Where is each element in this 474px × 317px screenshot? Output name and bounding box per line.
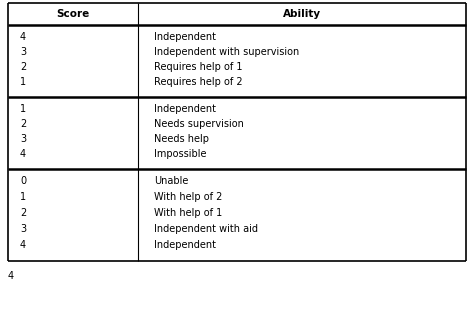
Text: Needs help: Needs help	[154, 134, 209, 144]
Text: Ability: Ability	[283, 9, 321, 19]
Text: 3: 3	[20, 134, 26, 144]
Text: Independent with aid: Independent with aid	[154, 224, 258, 234]
Text: 2: 2	[20, 208, 26, 218]
Text: 4: 4	[20, 240, 26, 250]
Text: Independent: Independent	[154, 104, 216, 114]
Text: With help of 2: With help of 2	[154, 192, 222, 202]
Text: Independent: Independent	[154, 240, 216, 250]
Text: Unable: Unable	[154, 176, 188, 186]
Text: 4: 4	[20, 149, 26, 159]
Text: 4: 4	[20, 32, 26, 42]
Text: Independent: Independent	[154, 32, 216, 42]
Text: 1: 1	[20, 192, 26, 202]
Text: 4: 4	[8, 271, 14, 281]
Text: Score: Score	[56, 9, 90, 19]
Text: 2: 2	[20, 62, 26, 72]
Text: 2: 2	[20, 119, 26, 129]
Text: 1: 1	[20, 104, 26, 114]
Text: Impossible: Impossible	[154, 149, 207, 159]
Text: 1: 1	[20, 77, 26, 87]
Text: 0: 0	[20, 176, 26, 186]
Text: Requires help of 2: Requires help of 2	[154, 77, 243, 87]
Text: With help of 1: With help of 1	[154, 208, 222, 218]
Text: Needs supervision: Needs supervision	[154, 119, 244, 129]
Text: Requires help of 1: Requires help of 1	[154, 62, 243, 72]
Text: 3: 3	[20, 224, 26, 234]
Text: Independent with supervision: Independent with supervision	[154, 47, 299, 57]
Text: 3: 3	[20, 47, 26, 57]
